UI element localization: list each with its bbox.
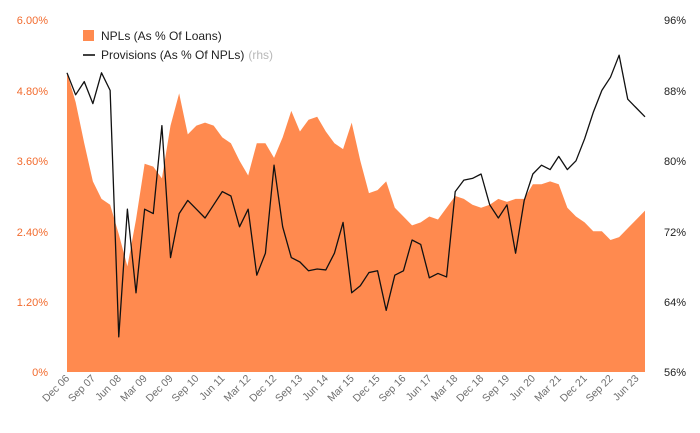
legend-label-npl: NPLs (As % Of Loans) <box>101 29 222 43</box>
legend-swatch-npl <box>83 30 94 41</box>
provisions-line-series <box>66 54 646 338</box>
x-tick-label: Jun 17 <box>404 373 435 404</box>
legend-label-provisions-suffix: (rhs) <box>248 48 273 62</box>
x-tick-label: Dec 18 <box>454 373 486 405</box>
x-tick-label: Sep 10 <box>170 373 202 405</box>
x-tick-label: Sep 22 <box>584 373 616 405</box>
x-tick-label: Sep 16 <box>377 373 409 405</box>
right-tick-label: 72% <box>664 227 686 239</box>
x-tick-label: Sep 13 <box>273 373 305 405</box>
x-tick-label: Jun 20 <box>507 373 538 404</box>
left-tick-label: 2.40% <box>17 227 48 239</box>
legend: NPLs (As % Of Loans) Provisions (As % Of… <box>83 29 273 62</box>
x-tick-label: Dec 12 <box>247 373 279 405</box>
x-tick-label: Jun 23 <box>611 373 642 404</box>
right-axis: 56% 64% 72% 80% 88% 96% <box>664 15 686 379</box>
npl-area <box>67 72 645 373</box>
x-tick-label: Jun 14 <box>300 373 331 404</box>
left-tick-label: 4.80% <box>17 86 48 98</box>
x-tick-label: Sep 07 <box>66 373 98 405</box>
right-tick-label: 56% <box>664 367 686 379</box>
right-tick-label: 96% <box>664 15 686 27</box>
x-tick-label: Mar 09 <box>118 373 150 405</box>
right-tick-label: 88% <box>664 86 686 98</box>
npl-area-series <box>67 72 645 373</box>
right-tick-label: 80% <box>664 156 686 168</box>
left-tick-label: 1.20% <box>17 297 48 309</box>
x-tick-label: Dec 09 <box>144 373 176 405</box>
x-tick-label: Dec 21 <box>558 373 590 405</box>
x-tick-label: Mar 21 <box>532 373 564 405</box>
left-tick-label: 3.60% <box>17 156 48 168</box>
legend-label-provisions: Provisions (As % Of NPLs) (rhs) <box>101 48 273 62</box>
x-tick-label: Dec 15 <box>351 373 383 405</box>
x-tick-label: Mar 12 <box>222 373 254 405</box>
left-axis: 0% 1.20% 2.40% 3.60% 4.80% 6.00% <box>17 15 48 379</box>
x-tick-label: Mar 15 <box>325 373 357 405</box>
legend-label-provisions-text: Provisions (As % Of NPLs) <box>101 48 244 62</box>
left-tick-label: 6.00% <box>17 15 48 27</box>
x-tick-label: Sep 19 <box>480 373 512 405</box>
right-tick-label: 64% <box>664 297 686 309</box>
provisions-line <box>66 54 646 338</box>
x-tick-label: Jun 08 <box>93 373 124 404</box>
left-tick-label: 0% <box>32 367 48 379</box>
x-tick-label: Mar 18 <box>429 373 461 405</box>
